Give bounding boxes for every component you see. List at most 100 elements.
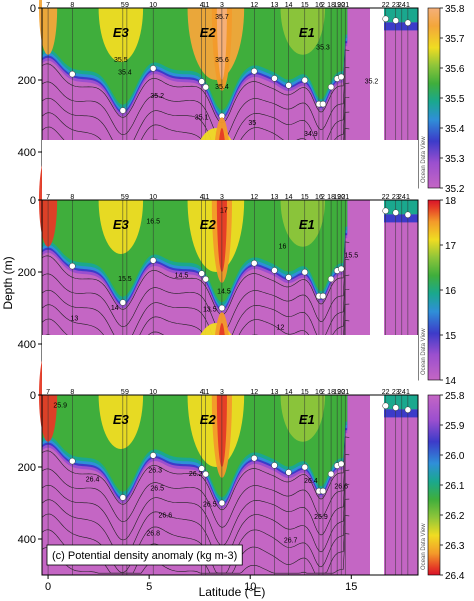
contour-label: 35.7 (215, 14, 229, 21)
contour-line (41, 498, 350, 574)
station-label: 8 (70, 389, 74, 396)
interface-marker (327, 470, 335, 478)
interface-marker (337, 460, 345, 468)
colorbar-tick-label: 26.0 (445, 451, 465, 462)
y-tick-label: 200 (18, 267, 36, 279)
contour-label: 14.5 (217, 289, 231, 296)
station-label: 24 (398, 194, 406, 201)
station-label: 13 (271, 194, 279, 201)
interface-marker (404, 406, 412, 414)
station-label: 4 (200, 2, 204, 9)
station-label: 3 (220, 194, 224, 201)
interface-marker (119, 494, 127, 501)
station-label: 12 (250, 389, 258, 396)
eddy-label-e2: E2 (200, 217, 217, 232)
station-label: 2 (321, 2, 325, 9)
station-label: 23 (392, 2, 400, 9)
east-thermocline (384, 214, 418, 223)
contour-label: 26.6 (334, 484, 348, 491)
station-label: 19 (333, 2, 341, 9)
contour-label: 34.9 (304, 131, 318, 138)
station-label: 18 (327, 2, 335, 9)
interface-marker (198, 78, 205, 85)
contour-line (41, 67, 350, 141)
station-label: 7 (46, 194, 50, 201)
contour-label: 26.5 (203, 502, 217, 509)
interface-marker (119, 107, 127, 114)
interface-marker (301, 463, 309, 471)
contour-line (41, 469, 350, 546)
station-label: 2 (321, 389, 325, 396)
station-label: 3 (220, 389, 224, 396)
station-label: 11 (202, 389, 209, 396)
east-thermocline (384, 22, 418, 31)
interface-marker (392, 404, 400, 411)
contour-label: 15.5 (118, 276, 132, 283)
contour-line (41, 436, 350, 511)
interface-marker (198, 465, 205, 472)
y-tick-label: 200 (18, 462, 36, 474)
eddy-label-e1: E1 (299, 25, 315, 40)
interface-marker (69, 70, 76, 78)
colorbar-tick-label: 35.2 (445, 184, 465, 195)
station-label: 9 (125, 389, 129, 396)
y-tick-label: 400 (18, 534, 36, 546)
east-section (384, 395, 418, 575)
watermark: Ocean Data View (421, 136, 427, 183)
contour-label: 26.6 (158, 512, 172, 519)
station-label: 1 (406, 194, 410, 201)
east-surface-layer (384, 8, 418, 23)
interface-marker (271, 75, 278, 82)
colorbar-tick-label: 35.6 (445, 64, 465, 75)
contour-label: 26.7 (284, 538, 298, 545)
station-label: 5 (121, 194, 125, 201)
interface-marker (251, 259, 258, 267)
y-tick-label: 400 (18, 147, 36, 159)
interface-marker (202, 83, 209, 91)
interface-marker (285, 82, 292, 89)
contour-label: 14.5 (175, 272, 189, 279)
interface-marker (251, 67, 258, 75)
eddy-label-e1: E1 (299, 412, 315, 427)
interface-marker (319, 487, 327, 495)
eddy-label-e1: E1 (299, 217, 315, 232)
station-label: 20 (337, 2, 345, 9)
station-label: 19 (333, 194, 341, 201)
contour-label: 25.9 (53, 403, 67, 410)
station-label: 20 (337, 194, 345, 201)
station-label: 8 (70, 2, 74, 9)
interface-marker (198, 270, 205, 277)
station-label: 11 (202, 2, 209, 9)
contour-line (41, 259, 350, 333)
contour-line (41, 96, 350, 177)
contour-label: 26.3 (148, 467, 162, 474)
eddy-label-e3: E3 (113, 217, 130, 232)
contour-label: 26.4 (304, 478, 318, 485)
contour-label: 16.5 (146, 218, 160, 225)
x-tick-label: 5 (146, 581, 152, 593)
station-label: 15 (301, 389, 309, 396)
top-mask (42, 0, 418, 8)
interface-marker (149, 452, 157, 459)
colorbar-tick-label: 18 (445, 196, 457, 207)
colorbar-tick-label: 15 (445, 331, 457, 342)
station-label: 23 (392, 389, 400, 396)
station-label: 13 (271, 389, 279, 396)
station-label: 22 (382, 389, 390, 396)
interface-marker (202, 470, 209, 478)
interface-marker (382, 15, 389, 23)
contour-label: 26.4 (86, 476, 100, 483)
contour-label: 35 (248, 120, 256, 127)
station-label: 14 (285, 389, 293, 396)
panel-frame (41, 394, 419, 576)
interface-marker (202, 275, 209, 283)
colorbar-tick-label: 35.7 (445, 34, 465, 45)
station-label: 18 (327, 194, 335, 201)
station-label: 20 (337, 389, 345, 396)
station-label: 1 (406, 389, 410, 396)
station-label: 10 (149, 389, 157, 396)
colorbar-tick-label: 17 (445, 241, 457, 252)
east-thermocline (384, 409, 418, 418)
interface-marker (251, 454, 258, 462)
